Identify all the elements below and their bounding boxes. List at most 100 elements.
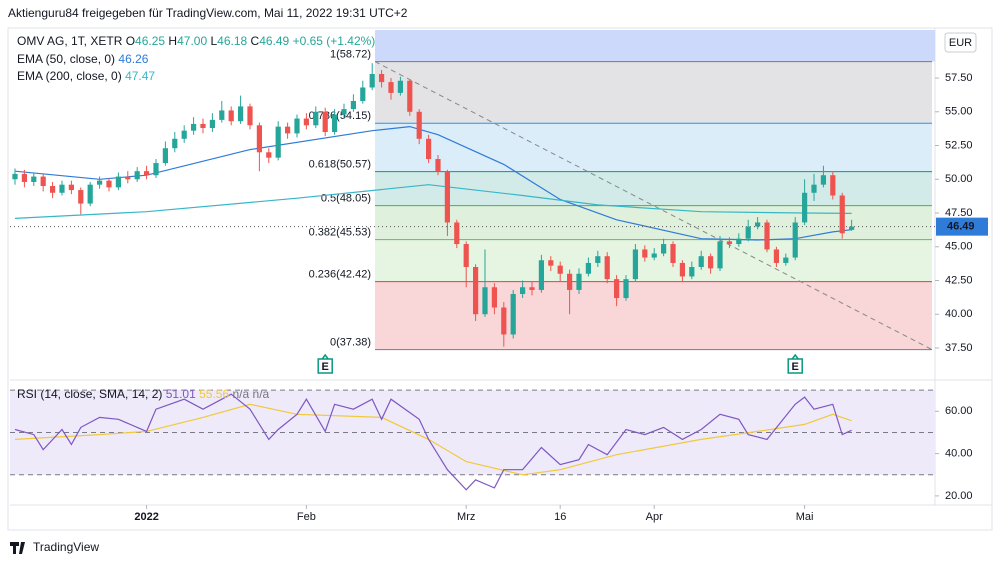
- y-tick-label: 47.50: [945, 207, 973, 219]
- candle-body: [670, 244, 676, 263]
- fib-zone: [375, 61, 932, 124]
- candle-body: [181, 130, 187, 139]
- ema200-legend: EMA (200, close, 0) 47.47: [17, 69, 155, 83]
- candle-body: [426, 138, 432, 160]
- candle-body: [162, 148, 168, 164]
- candle-body: [87, 184, 93, 204]
- fib-level-label: 0(37.38): [330, 337, 371, 349]
- candle-body: [661, 244, 667, 254]
- fib-level-label: 0.236(42.42): [309, 268, 371, 280]
- ema200-name: EMA (200, close, 0): [17, 69, 122, 83]
- candle-body: [341, 109, 347, 115]
- fib-zone: [375, 281, 932, 350]
- candle-body: [755, 222, 761, 227]
- low-label: L: [210, 34, 217, 48]
- candle-body: [473, 266, 479, 315]
- rsi-line: [14, 403, 852, 476]
- close-label: C: [251, 34, 260, 48]
- rsi-title: RSI (14, close, SMA, 14, 2): [17, 387, 162, 401]
- candle-body: [632, 249, 639, 280]
- fib-level-label: 0.5(48.05): [321, 192, 371, 204]
- candle-body: [331, 114, 338, 133]
- y-tick-label: 57.50: [945, 72, 973, 84]
- na-value: n/a: [253, 387, 270, 401]
- candle-body: [482, 287, 488, 315]
- candle-body: [360, 87, 366, 101]
- brand-logo: TradingView: [10, 540, 99, 554]
- y-tick-label: 50.00: [945, 173, 973, 185]
- fib-zone: [375, 205, 932, 240]
- sma-value: 55.56: [199, 387, 229, 401]
- candle-body: [200, 123, 206, 128]
- candle-body: [444, 171, 451, 223]
- candle-body: [266, 152, 272, 158]
- symbol-legend: OMV AG, 1T, XETR O46.25 H47.00 L46.18 C4…: [17, 34, 375, 48]
- x-tick-label: Apr: [646, 511, 663, 523]
- candle-body: [219, 110, 225, 120]
- last-price-tag: [936, 217, 988, 236]
- candle-body: [397, 80, 403, 93]
- candle-body: [416, 111, 422, 139]
- candle-body: [501, 307, 507, 335]
- candle-body: [614, 279, 620, 299]
- trend-line: [374, 61, 933, 351]
- na-value: n/a: [232, 387, 249, 401]
- candle-body: [369, 73, 375, 88]
- candle-body: [115, 176, 121, 188]
- candle-body: [726, 241, 733, 245]
- rsi-value: 51.01: [166, 387, 196, 401]
- x-tick-label: 2022: [134, 511, 158, 523]
- earnings-label: E: [322, 361, 329, 373]
- ema-line: [14, 125, 852, 241]
- candle-body: [21, 173, 27, 182]
- candle-body: [303, 118, 309, 126]
- candle-body: [557, 265, 563, 274]
- candle-body: [228, 110, 234, 122]
- low-value: 46.18: [217, 34, 247, 48]
- candle-body: [651, 253, 657, 258]
- candle-body: [849, 226, 855, 230]
- rsi-legend: RSI (14, close, SMA, 14, 2) 51.01 55.56 …: [17, 387, 270, 401]
- candle-body: [313, 111, 319, 126]
- candle-body: [256, 125, 262, 153]
- candle-body: [520, 287, 526, 294]
- fib-level-label: 1(58.72): [330, 48, 371, 60]
- earnings-marker: [317, 353, 333, 374]
- ema200-value: 47.47: [125, 69, 155, 83]
- candle-body: [59, 184, 65, 193]
- candle-body: [190, 123, 197, 131]
- x-tick-label: Feb: [297, 511, 316, 523]
- x-tick-label: 16: [554, 511, 566, 523]
- candle-body: [435, 159, 441, 172]
- candle-body: [773, 249, 780, 263]
- candle-body: [388, 82, 394, 93]
- candle-body: [134, 171, 140, 180]
- rsi-line: [14, 393, 852, 491]
- candle-body: [106, 180, 112, 188]
- fib-level-label: 0.618(50.57): [309, 158, 371, 170]
- candle-body: [237, 106, 244, 122]
- candle-body: [49, 186, 56, 193]
- candle-body: [529, 287, 535, 290]
- header-title: Aktienguru84 freigegeben für TradingView…: [8, 6, 408, 20]
- currency-button[interactable]: [944, 32, 977, 53]
- fib-level-label: 0.382(45.53): [309, 227, 371, 239]
- candle-body: [839, 195, 845, 234]
- candle-body: [745, 226, 751, 239]
- fib-top-zone: [375, 30, 935, 62]
- candle-body: [642, 249, 648, 258]
- earnings-marker: [787, 353, 803, 374]
- logo-mark: [10, 542, 25, 554]
- candle-body: [322, 111, 328, 133]
- candle-body: [12, 173, 18, 180]
- candle-body: [736, 238, 742, 245]
- candle-body: [454, 222, 460, 245]
- candle-body: [247, 106, 253, 126]
- candle-body: [31, 176, 37, 182]
- y-tick-label: 55.00: [945, 106, 973, 118]
- candle-body: [764, 222, 770, 250]
- currency-label[interactable]: EUR: [949, 37, 972, 49]
- candle-body: [538, 260, 545, 290]
- ema-line: [14, 184, 852, 219]
- candle-body: [604, 256, 610, 280]
